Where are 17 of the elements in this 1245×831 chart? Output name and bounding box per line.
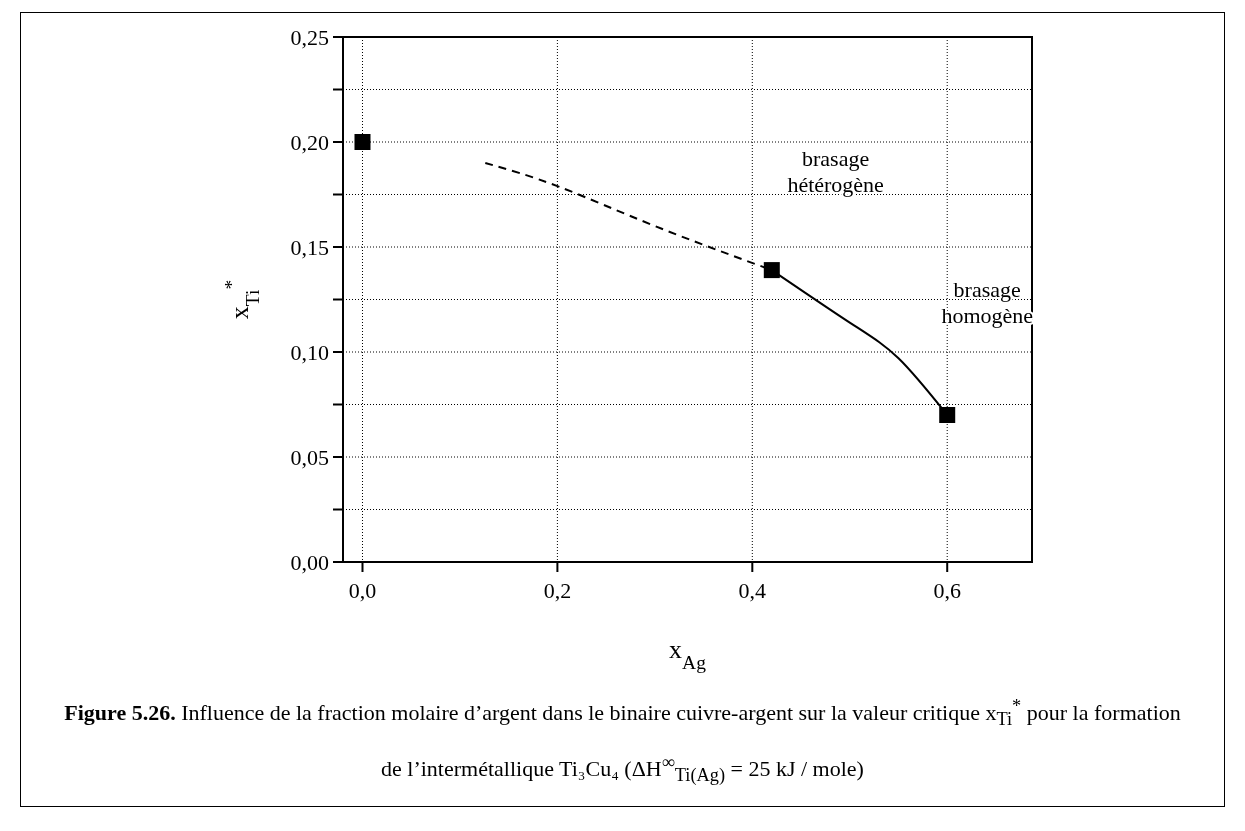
x-tick-label: 0,4 xyxy=(738,578,767,603)
y-tick-label: 0,10 xyxy=(290,339,329,365)
text: Figure 5.26. xyxy=(64,700,176,726)
x-tick-label: 0,6 xyxy=(933,578,961,603)
point xyxy=(763,262,780,279)
y-tick-label: 0,25 xyxy=(290,24,329,50)
y-tick-label: 0,20 xyxy=(290,129,329,155)
x-tick-label: 0,0 xyxy=(348,578,377,603)
x-axis-title: x$_{Ag}$ xyxy=(669,635,707,673)
y-tick-label: 0,15 xyxy=(290,234,329,260)
y-tick-label: 0,05 xyxy=(290,444,329,470)
point xyxy=(939,407,956,423)
text: Influence de la fraction molaire d’argent dans le binaire cuivre-argent sur la valeur critique x$_{Ti}$$^{*}$ pour la formation de l’intermétallique Ti₃Cu₄ (ΔH$^{∞}$$_{Ti(Ag)}$ = 25 kJ / mole) xyxy=(181,696,1181,786)
point xyxy=(354,134,371,150)
x-tick-label: 0,2 xyxy=(543,578,572,603)
annotation: brasage hétérogène xyxy=(787,145,884,197)
y-tick-label: 0,00 xyxy=(290,549,329,575)
